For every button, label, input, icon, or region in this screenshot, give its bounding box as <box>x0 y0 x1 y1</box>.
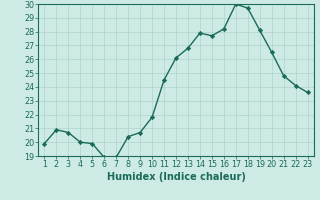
X-axis label: Humidex (Indice chaleur): Humidex (Indice chaleur) <box>107 172 245 182</box>
